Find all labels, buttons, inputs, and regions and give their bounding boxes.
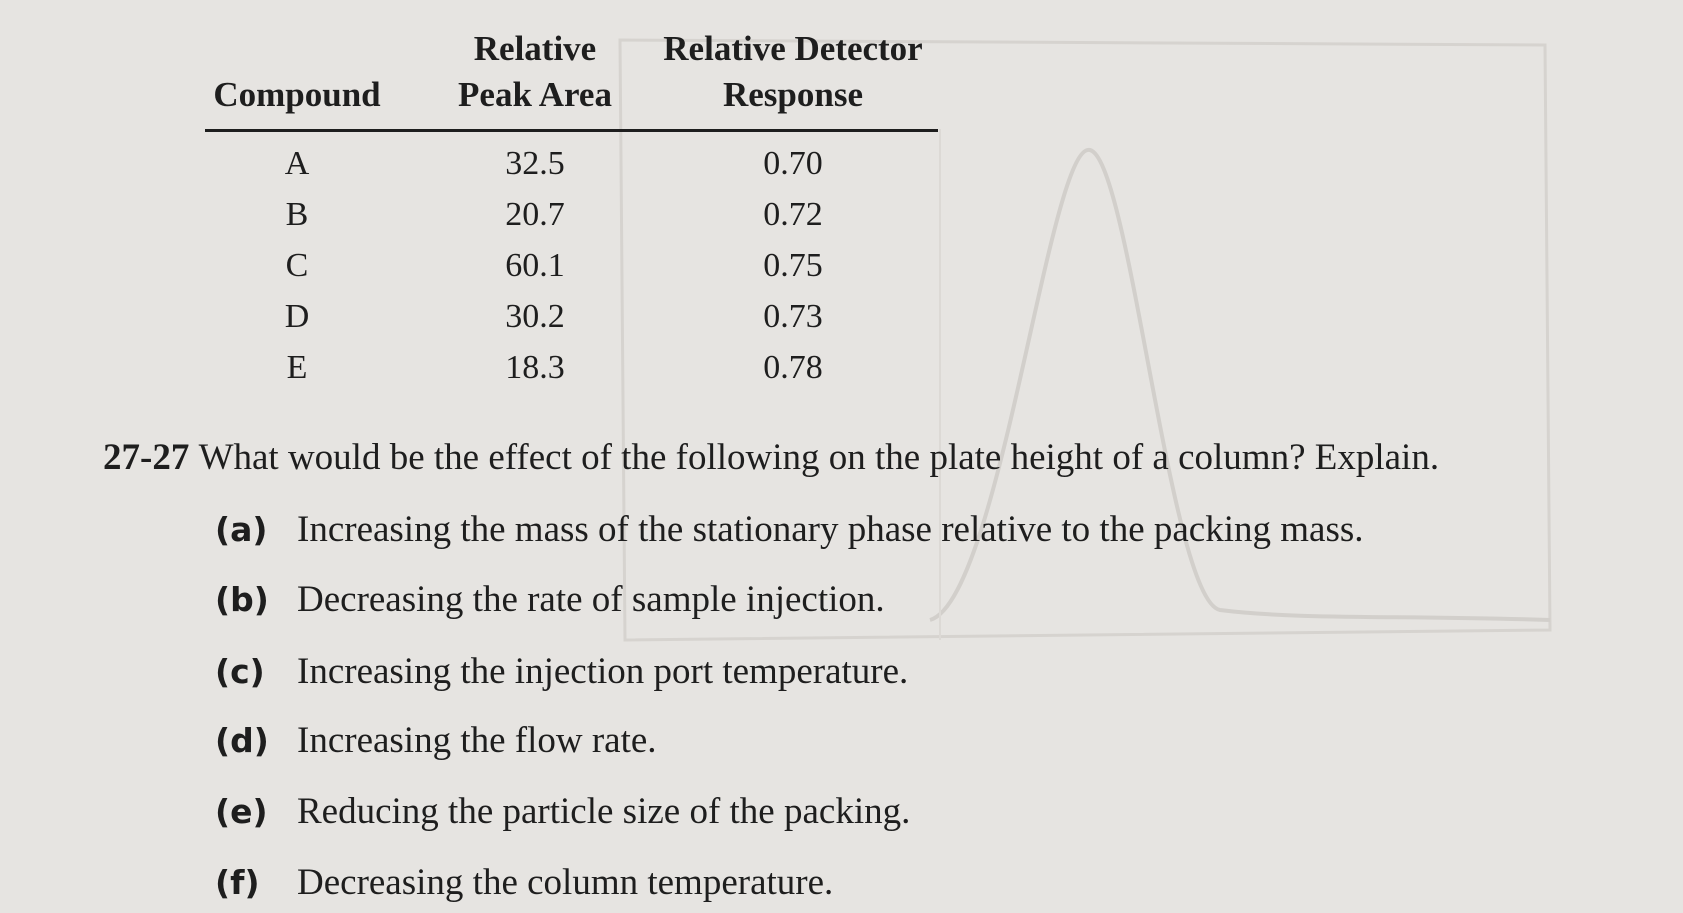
table-cell: 32.5 xyxy=(505,145,565,182)
table-cell: 18.3 xyxy=(505,349,565,386)
table-cell: 60.1 xyxy=(505,247,565,284)
table-cell: 0.75 xyxy=(763,247,823,284)
item-label: (a) xyxy=(215,510,268,549)
table-cell: 0.72 xyxy=(763,196,823,233)
question: 27-27 What would be the effect of the fo… xyxy=(103,436,1439,479)
column-header: Compound xyxy=(213,75,381,114)
table-cell: B xyxy=(285,196,309,233)
item-label: (b) xyxy=(215,580,269,619)
item-text: Reducing the particle size of the packin… xyxy=(297,791,911,832)
column-header: Relative Detector xyxy=(663,29,923,68)
question-number: 27-27 xyxy=(103,437,190,478)
column-header: Peak Area xyxy=(458,75,612,114)
item-text: Decreasing the rate of sample injection. xyxy=(297,579,885,620)
table-cell: 0.73 xyxy=(763,298,823,335)
item-text: Increasing the injection port temperatur… xyxy=(297,651,909,692)
table-cell: 30.2 xyxy=(505,298,565,335)
table-cell: 0.78 xyxy=(763,349,823,386)
table-cell: C xyxy=(285,247,309,284)
table-cell: 0.70 xyxy=(763,145,823,182)
item-label: (e) xyxy=(215,792,268,831)
item-text: Decreasing the column temperature. xyxy=(297,862,834,903)
column-header: Relative xyxy=(473,29,597,68)
item-label: (c) xyxy=(215,652,265,691)
item-text: Increasing the mass of the stationary ph… xyxy=(297,509,1364,550)
item-label: (d) xyxy=(215,721,269,760)
table-cell: A xyxy=(284,145,310,182)
item-text: Increasing the flow rate. xyxy=(297,720,657,761)
table-cell: E xyxy=(286,349,308,386)
question-text: What would be the effect of the followin… xyxy=(198,437,1440,478)
item-label: (f) xyxy=(215,863,260,902)
column-header: Response xyxy=(722,75,864,114)
table-cell: D xyxy=(284,298,310,335)
header-rule xyxy=(205,129,938,132)
table-cell: 20.7 xyxy=(505,196,565,233)
